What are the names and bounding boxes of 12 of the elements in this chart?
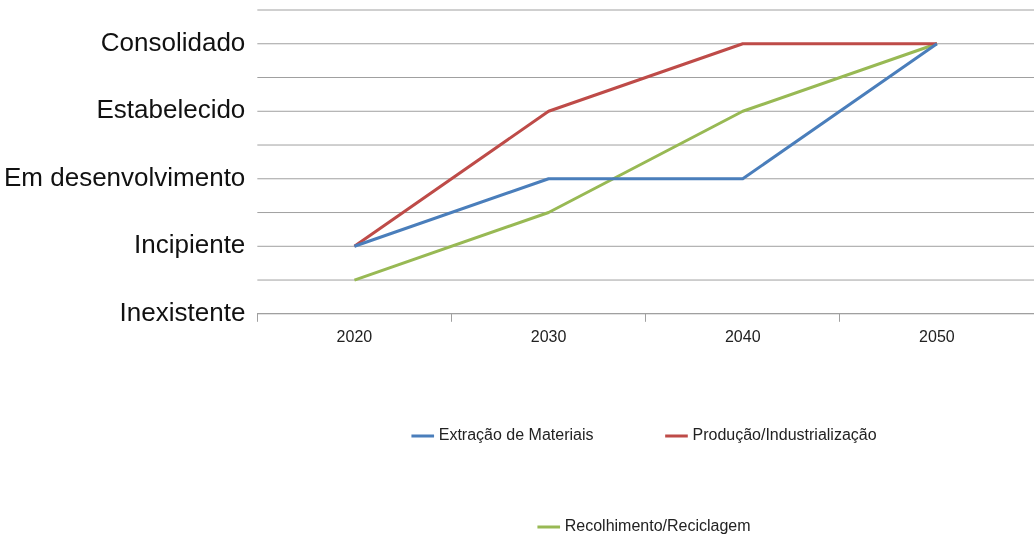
ref-line-label: Inexistente [119, 296, 246, 327]
ref-line-label: Em desenvolvimento [3, 161, 246, 192]
ref-line-label: Estabelecido [96, 94, 246, 125]
x-tick-label: 2050 [919, 327, 955, 345]
legend-label: Recolhimento/Reciclagem [564, 517, 751, 535]
x-tick-label: 2030 [530, 327, 567, 345]
x-tick-label: 2040 [724, 327, 761, 345]
legend-label: Extração de Materiais [438, 426, 594, 444]
ref-line-label: Consolidado [100, 26, 246, 57]
x-tick-label: 2020 [336, 327, 373, 345]
legend-label: Produção/Industrialização [692, 426, 877, 444]
ref-line-label: Incipiente [134, 229, 246, 260]
